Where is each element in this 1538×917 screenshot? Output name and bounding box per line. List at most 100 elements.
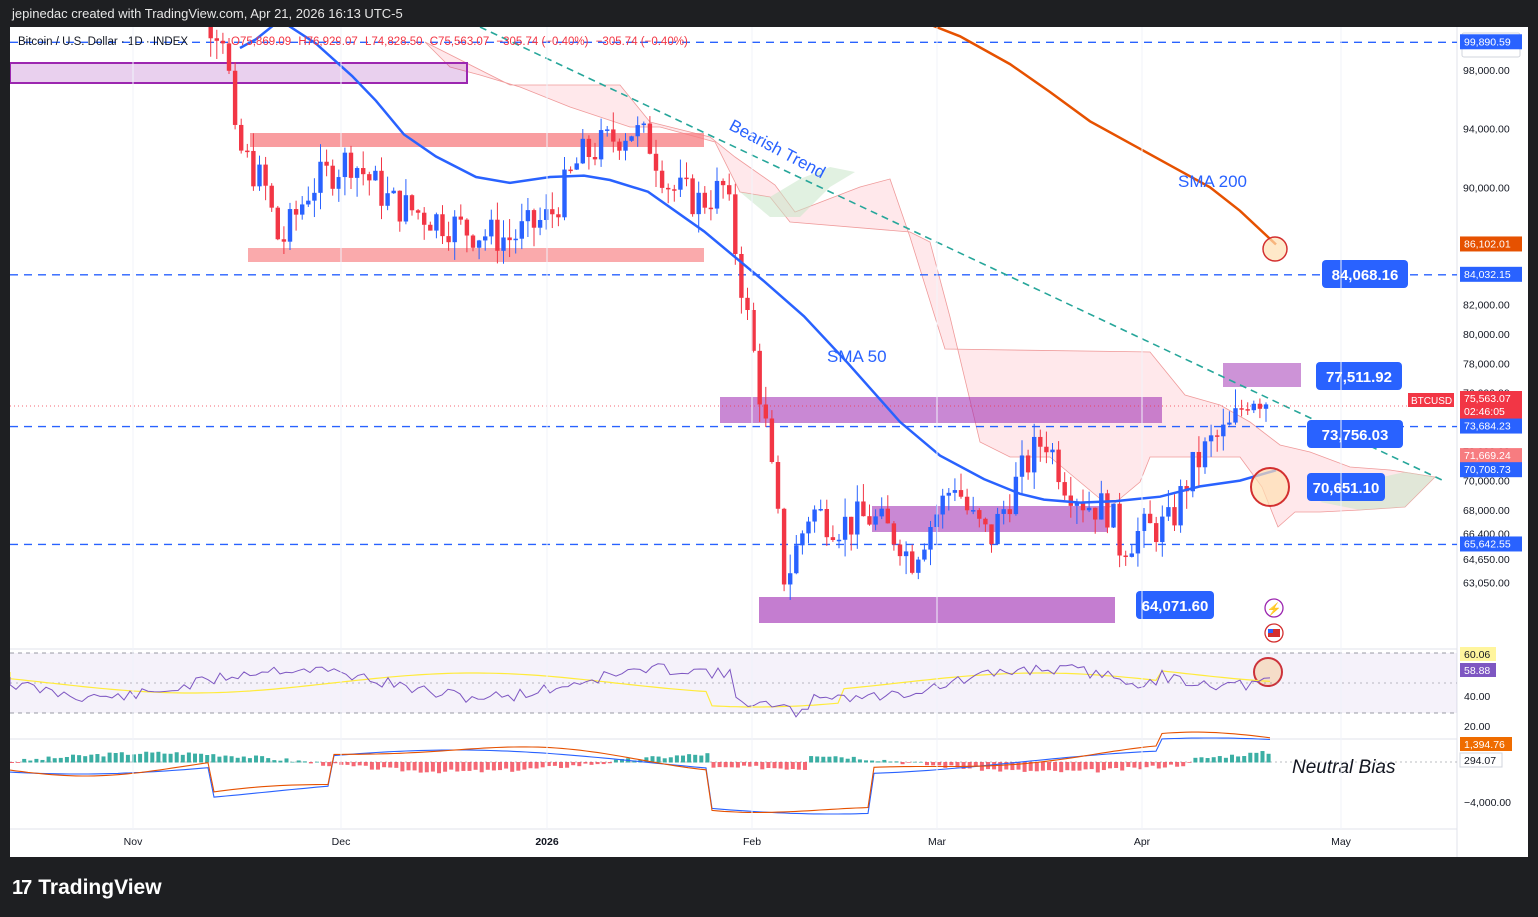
candle-body-26: [324, 161, 329, 166]
macd-bar-84: [522, 762, 527, 770]
candle-body-128: [946, 492, 951, 496]
macd-bar-87: [540, 762, 545, 768]
chart-svg[interactable]: Bitcoin / U.S. Dollar · 1D · INDEX O75,8…: [9, 0, 1528, 857]
candle-body-104: [800, 533, 805, 546]
macd-bar-49: [308, 762, 313, 764]
rsi-tick-3: 20.00: [1464, 721, 1490, 733]
candle-body-150: [1080, 503, 1086, 511]
candle-body-9: [220, 40, 226, 44]
macd-bar-83: [516, 762, 521, 771]
macd-bar-75: [467, 762, 472, 771]
macd-bar-68: [424, 762, 429, 773]
candle-body-21: [293, 209, 299, 215]
candle-body-137: [1001, 509, 1006, 514]
candle-body-132: [971, 510, 976, 512]
macd-bar-125: [772, 762, 777, 769]
candle-body-102: [788, 573, 793, 585]
macd-bar-186: [1144, 762, 1149, 768]
candle-body-97: [757, 350, 762, 405]
candle-body-56: [507, 237, 512, 241]
candle-body-165: [1172, 507, 1177, 526]
candle-body-52: [483, 236, 488, 241]
y-tick-13: 63,050.00: [1463, 577, 1510, 589]
event-flag-icon[interactable]: [1264, 623, 1284, 643]
candle-body-53: [489, 219, 494, 237]
candle-body-180: [1263, 404, 1269, 409]
x-axis[interactable]: Nov Dec 2026 Feb Mar Apr May: [124, 27, 1352, 848]
candle-body-155: [1111, 503, 1116, 528]
candle-body-77: [635, 125, 640, 137]
candle-body-81: [659, 170, 665, 188]
candle-body-153: [1099, 493, 1104, 520]
macd-signal-line: [9, 731, 1271, 814]
price-axis[interactable]: USD 98,000.0094,000.0090,000.0086,000.00…: [1408, 32, 1522, 589]
candle-body-100: [775, 462, 781, 509]
macd-bar-47: [296, 760, 301, 763]
macd-bar-107: [662, 758, 667, 763]
price-badge-6: 70,708.73: [1464, 464, 1511, 476]
macd-bar-30: [193, 753, 197, 763]
macd-bar-164: [1010, 762, 1015, 771]
macd-bar-38: [241, 756, 246, 763]
macd-bar-33: [211, 754, 216, 763]
macd-bar-202: [1242, 756, 1247, 763]
candle-body-57: [513, 238, 518, 241]
candle-body-116: [873, 516, 878, 525]
macd-bar-34: [217, 756, 222, 763]
y-tick-5: 80,000.00: [1463, 329, 1510, 341]
candle-body-145: [1050, 449, 1055, 453]
macd-bar-41: [260, 756, 265, 763]
y-tick-9: 70,000.00: [1463, 476, 1510, 488]
macd-bar-76: [473, 762, 478, 770]
candle-body-17: [269, 185, 274, 208]
candle-body-69: [586, 138, 592, 157]
price-badge-bg-3: [1460, 391, 1522, 419]
macd-bar-44: [278, 760, 283, 763]
candle-body-164: [1166, 507, 1171, 517]
price-badge-bg-6: [1460, 462, 1522, 478]
macd-bar-195: [1199, 757, 1204, 763]
x-tick-5: Apr: [1134, 836, 1151, 848]
macd-bar-48: [302, 761, 307, 763]
chart-frame[interactable]: Bitcoin / U.S. Dollar · 1D · INDEX O75,8…: [9, 0, 1528, 857]
macd-bar-28: [180, 754, 185, 763]
event-lightning-icon[interactable]: ⚡: [1264, 598, 1284, 618]
price-badge-bg-2: [1460, 266, 1522, 282]
candle-body-68: [580, 138, 585, 164]
macd-bar-142: [876, 761, 881, 763]
callout-84068-text: 84,068.16: [1332, 267, 1399, 284]
macd-bar-65: [406, 762, 411, 771]
candle-body-107: [818, 508, 823, 511]
candle-body-174: [1227, 422, 1232, 425]
macd-bar-72: [449, 762, 454, 770]
candle-body-123: [916, 559, 921, 573]
rsi-tick-1: 58.88: [1464, 665, 1490, 677]
callout-77511-text: 77,511.92: [1326, 369, 1392, 386]
macd-bar-52: [327, 762, 332, 767]
annotation-neutral-bias: Neutral Bias: [1292, 757, 1396, 778]
macd-bar-46: [290, 761, 295, 763]
price-badge-bg-7: [1460, 536, 1522, 552]
candle-body-146: [1056, 449, 1061, 483]
macd-bar-162: [998, 762, 1003, 772]
candle-body-76: [629, 136, 634, 141]
candle-body-22: [300, 204, 305, 215]
macd-bar-109: [674, 755, 679, 763]
callout-70651: 70,651.10: [1307, 473, 1385, 501]
macd-bar-151: [931, 762, 936, 766]
tradingview-logo[interactable]: 17 TradingView: [12, 876, 162, 900]
macd-bar-14: [95, 754, 100, 763]
candle-body-37: [391, 190, 396, 194]
x-tick-0: Nov: [124, 836, 143, 848]
candle-body-101: [781, 508, 787, 585]
candle-body-117: [879, 508, 884, 517]
macd-bar-53: [333, 762, 338, 764]
candle-body-48: [458, 216, 463, 220]
candle-body-172: [1215, 435, 1220, 437]
macd-bar-100: [620, 759, 624, 763]
macd-bar-80: [498, 762, 502, 771]
y-tick-2: 90,000.00: [1463, 182, 1510, 194]
macd-bar-197: [1211, 757, 1216, 763]
macd-bar-62: [388, 762, 393, 768]
y-tick-labels: 98,000.0094,000.0090,000.0086,000.0082,0…: [1463, 65, 1510, 589]
